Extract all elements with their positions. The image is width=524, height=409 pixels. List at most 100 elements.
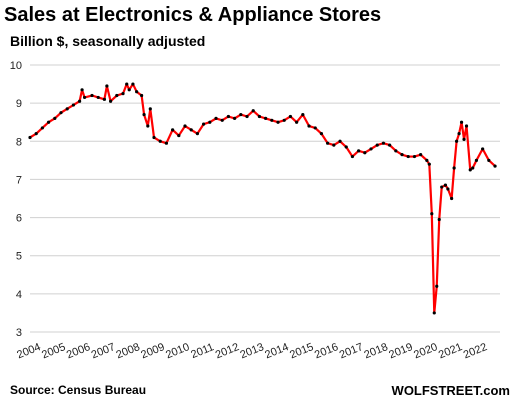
data-point [65,107,69,111]
data-point [419,153,423,157]
x-tick-label: 2021 [437,341,464,361]
x-tick-label: 2015 [288,341,315,361]
data-point [412,154,417,159]
data-point [239,112,243,117]
data-point [125,82,129,86]
x-tick-label: 2006 [65,341,92,361]
data-point [148,107,152,111]
data-point [121,92,125,96]
x-tick-label: 2016 [313,341,340,361]
data-point [307,124,311,128]
data-point [131,82,135,86]
data-point [406,154,410,159]
gridlines [30,64,500,333]
x-tick-label: 2018 [363,341,390,361]
data-point [288,114,293,119]
data-point [142,112,146,117]
data-point [400,153,404,157]
x-tick-label: 2011 [189,341,215,361]
plot-area [28,82,497,315]
data-point [375,143,379,147]
chart-title: Sales at Electronics & Appliance Stores [4,4,382,26]
data-point [326,141,330,145]
data-point [344,145,348,149]
x-tick-label: 2022 [462,341,489,361]
data-point [208,120,212,124]
data-point [105,84,109,88]
data-point [135,90,139,94]
data-point [140,93,144,98]
data-point [214,116,218,120]
x-tick-label: 2017 [338,341,365,361]
x-tick-label: 2014 [263,341,290,361]
y-tick-label: 4 [16,289,22,301]
data-point [338,139,342,143]
data-point [369,147,373,151]
data-point [487,158,491,162]
data-point [270,118,274,122]
x-tick-label: 2019 [387,341,414,361]
x-tick-label: 2005 [40,341,67,361]
data-point [47,120,51,124]
x-tick-label: 2008 [114,341,141,361]
data-point [437,217,441,222]
x-tick-label: 2013 [238,341,265,361]
data-point [146,124,150,128]
data-point [468,168,472,172]
data-point [195,132,200,136]
chart-subtitle: Billion $, seasonally adjusted [10,33,206,49]
data-point [251,109,255,113]
data-point [96,95,100,100]
data-point [295,120,299,124]
data-point [264,116,268,120]
data-point [158,139,162,143]
data-point [53,116,57,120]
data-point [257,114,262,119]
data-point [440,185,444,189]
data-point [425,158,429,162]
y-tick-label: 7 [16,174,22,186]
brand-label: WOLFSTREET.com [391,383,510,398]
data-point [394,149,398,153]
y-tick-label: 3 [16,327,22,339]
data-point [301,112,305,117]
data-point [164,141,169,145]
data-point [427,162,431,166]
data-point [452,166,456,170]
data-point [471,166,475,170]
data-point [430,212,434,216]
data-point [435,284,439,288]
y-tick-label: 10 [10,60,22,72]
data-point [357,149,361,153]
x-tick-label: 2010 [164,341,191,361]
data-point [71,103,76,107]
data-point [80,88,84,92]
source-note: Source: Census Bureau [10,383,147,397]
data-point [446,187,450,191]
data-point [481,147,485,151]
data-point [171,128,175,132]
data-point [152,135,156,140]
data-point [332,143,336,147]
data-point [363,151,367,155]
data-point [202,122,206,126]
data-point [462,137,466,141]
data-point [464,124,469,128]
data-point [459,120,464,124]
data-point [189,128,193,132]
data-point [350,154,355,159]
x-tick-label: 2020 [412,341,439,361]
data-point [313,126,317,130]
data-point [474,158,479,162]
data-point [388,143,392,147]
x-tick-label: 2012 [214,341,241,361]
data-point [245,114,249,119]
data-point [319,132,324,136]
data-point [226,114,231,119]
series-line [29,82,496,315]
y-tick-label: 8 [16,136,22,148]
y-tick-label: 6 [16,213,22,225]
data-point [276,120,280,124]
data-point [282,118,286,122]
